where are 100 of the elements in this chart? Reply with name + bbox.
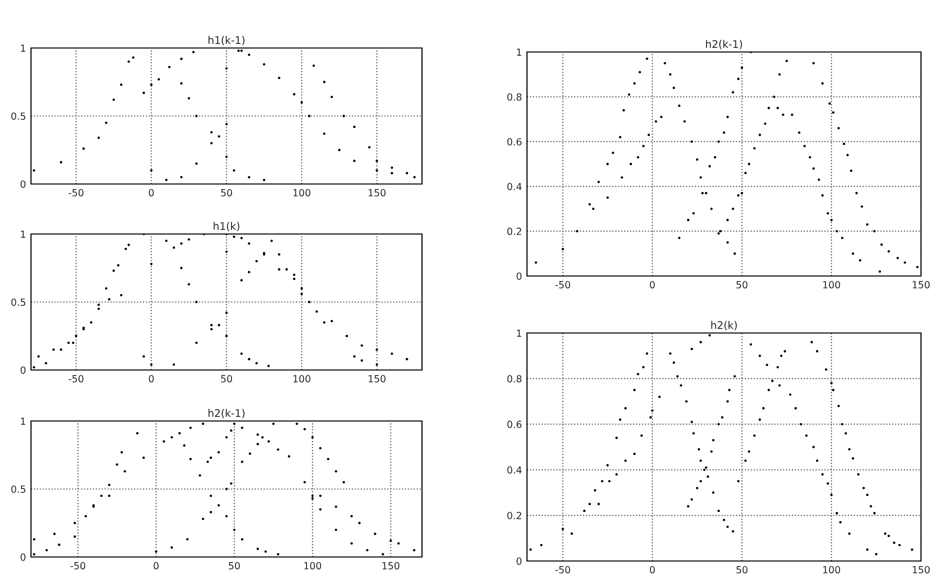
- y-tick-label: 0.2: [507, 512, 522, 520]
- point: [860, 205, 864, 208]
- point: [350, 514, 353, 518]
- point: [353, 126, 356, 128]
- point: [74, 334, 78, 338]
- x-tick-label: 100: [823, 566, 840, 574]
- point: [376, 169, 378, 172]
- y-tick-label: 1: [21, 230, 26, 238]
- point: [255, 362, 258, 364]
- point: [836, 512, 838, 514]
- chart-title: h2(k-1): [208, 408, 244, 418]
- x-tick-label: 0: [148, 189, 154, 196]
- point: [904, 261, 906, 264]
- point: [732, 91, 734, 94]
- point: [276, 448, 280, 451]
- point: [300, 287, 303, 290]
- point: [97, 308, 100, 310]
- point: [278, 268, 280, 271]
- point: [188, 283, 190, 286]
- point: [285, 268, 288, 271]
- point: [319, 494, 322, 498]
- point: [562, 248, 564, 250]
- point: [726, 241, 729, 244]
- point: [104, 287, 108, 290]
- point: [353, 160, 356, 162]
- x-tick-label: 150: [368, 375, 386, 382]
- point: [218, 135, 220, 138]
- point: [633, 452, 636, 456]
- point: [597, 502, 600, 506]
- point: [390, 172, 394, 174]
- point: [606, 196, 609, 199]
- point: [758, 354, 762, 358]
- point: [376, 160, 378, 162]
- point: [218, 324, 220, 326]
- point: [717, 140, 720, 143]
- point: [753, 434, 756, 437]
- point: [618, 418, 622, 421]
- point: [240, 460, 244, 464]
- point: [248, 452, 252, 455]
- y-tick-label: 1: [517, 48, 522, 56]
- x-tick-label: 50: [221, 375, 232, 382]
- point: [150, 169, 153, 172]
- point: [642, 366, 645, 368]
- y-tick-label: 0.2: [507, 228, 522, 236]
- point: [562, 528, 564, 530]
- point: [217, 504, 220, 507]
- point: [803, 144, 806, 148]
- point: [180, 58, 183, 60]
- x-tick-label: 150: [912, 281, 930, 288]
- point: [701, 192, 704, 194]
- point: [852, 457, 854, 460]
- point: [660, 116, 663, 118]
- chart-title: h2(k): [711, 320, 737, 330]
- x-tick-label: 150: [912, 566, 930, 574]
- point: [696, 158, 698, 161]
- point: [262, 178, 266, 182]
- point: [664, 62, 666, 64]
- point: [406, 172, 408, 174]
- x-tick-label: 100: [823, 281, 840, 288]
- point: [334, 505, 338, 508]
- point: [162, 440, 166, 443]
- point: [728, 388, 731, 392]
- point: [270, 240, 273, 242]
- point: [82, 147, 85, 150]
- point: [180, 242, 183, 245]
- point: [255, 260, 258, 262]
- point: [210, 142, 213, 144]
- point: [529, 548, 532, 551]
- point: [188, 238, 190, 241]
- point: [726, 400, 729, 403]
- point: [180, 176, 183, 178]
- point: [740, 192, 744, 194]
- point: [72, 342, 74, 344]
- point: [772, 96, 776, 98]
- point: [45, 548, 48, 552]
- point: [771, 380, 774, 382]
- point: [737, 78, 740, 80]
- point: [685, 400, 688, 403]
- point: [262, 63, 266, 66]
- point: [672, 361, 676, 364]
- point: [32, 169, 36, 172]
- point: [821, 82, 824, 85]
- point: [192, 50, 195, 54]
- point: [300, 101, 303, 104]
- point: [837, 126, 840, 130]
- x-tick-label: 0: [650, 281, 655, 288]
- y-tick-label: 0.4: [507, 182, 522, 190]
- point: [360, 344, 364, 347]
- point: [732, 530, 734, 533]
- point: [717, 232, 720, 235]
- point: [240, 538, 244, 541]
- point: [60, 348, 62, 351]
- point: [737, 480, 740, 482]
- point: [180, 82, 183, 85]
- x-tick-label: 0: [650, 566, 655, 574]
- point: [300, 292, 303, 296]
- point: [750, 343, 752, 346]
- point: [873, 512, 876, 514]
- point: [210, 328, 213, 330]
- point: [210, 494, 212, 498]
